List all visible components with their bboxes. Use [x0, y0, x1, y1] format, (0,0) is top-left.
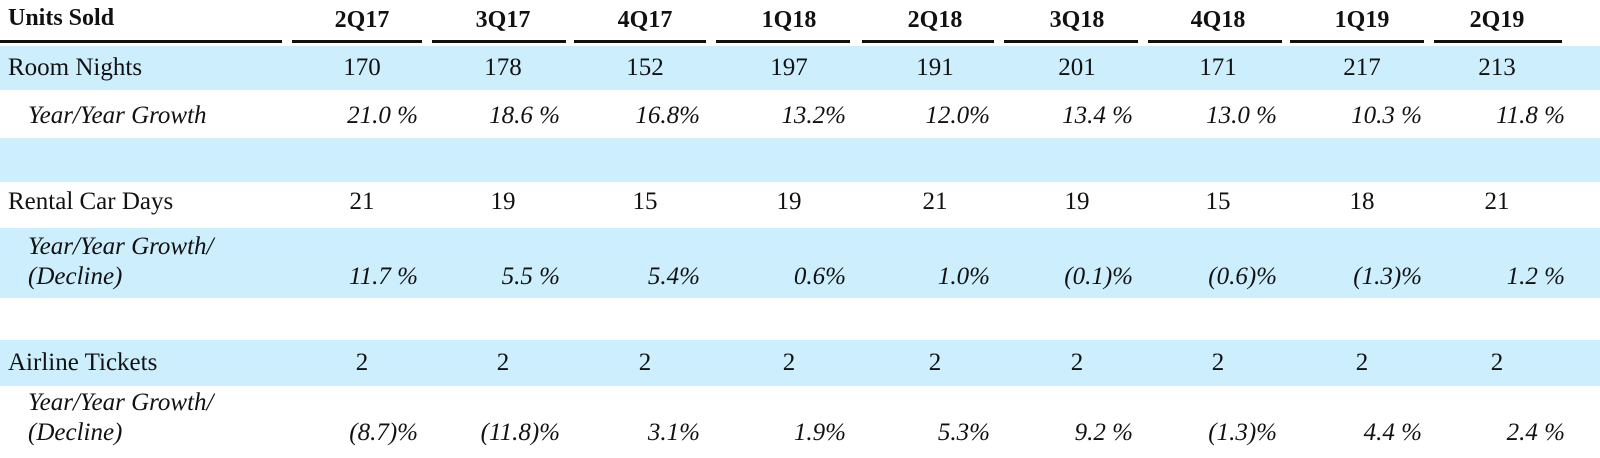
cell-airline-tickets-1q19: 2	[1355, 349, 1369, 376]
cell-room-nights-growth-1q18: 13.2%	[781, 102, 846, 129]
cell-airline-tickets-2q19: 2	[1490, 349, 1504, 376]
row-label-airline-growth-line2: (Decline)	[28, 419, 123, 446]
cell-rental-car-days-3q17: 19	[490, 188, 516, 215]
cell-room-nights-growth-3q17: 18.6 %	[489, 102, 560, 129]
row-band-spacer	[0, 138, 1600, 182]
column-header-2q19: 2Q19	[1469, 7, 1525, 33]
row-label-rental-car-days: Rental Car Days	[8, 188, 174, 215]
cell-rental-car-days-1q18: 19	[776, 188, 802, 215]
row-label-airline-growth-line1: Year/Year Growth/	[28, 389, 214, 416]
cell-rental-car-days-3q18: 19	[1064, 188, 1090, 215]
cell-airline-growth-2q19: 2.4 %	[1506, 419, 1565, 446]
cell-room-nights-2q19: 213	[1478, 54, 1516, 81]
cell-airline-tickets-2q17: 2	[355, 349, 369, 376]
cell-room-nights-growth-4q17: 16.8%	[635, 102, 700, 129]
cell-airline-tickets-4q18: 2	[1211, 349, 1225, 376]
column-header-underline	[1290, 40, 1424, 43]
cell-airline-growth-1q18: 1.9%	[793, 419, 846, 446]
cell-airline-growth-2q17: (8.7)%	[349, 419, 418, 446]
column-header-underline	[1434, 40, 1562, 43]
cell-room-nights-2q18: 191	[916, 54, 954, 81]
cell-airline-tickets-2q18: 2	[928, 349, 942, 376]
row-band-airline-tickets	[0, 340, 1600, 386]
cell-rental-car-growth-2q17: 11.7 %	[349, 263, 418, 290]
cell-airline-growth-1q19: 4.4 %	[1363, 419, 1422, 446]
column-header-underline	[292, 40, 422, 43]
row-label-rental-growth-line1: Year/Year Growth/	[28, 233, 214, 260]
cell-room-nights-1q19: 217	[1343, 54, 1381, 81]
column-header-underline	[862, 40, 994, 43]
column-header-3q17: 3Q17	[475, 7, 531, 33]
cell-room-nights-growth-2q17: 21.0 %	[347, 102, 418, 129]
row-label-room-nights-growth: Year/Year Growth	[28, 102, 207, 129]
cell-rental-car-growth-1q19: (1.3)%	[1353, 263, 1422, 290]
row-label-room-nights: Room Nights	[8, 54, 143, 81]
cell-rental-car-growth-4q17: 5.4%	[647, 263, 700, 290]
column-header-2q17: 2Q17	[334, 7, 390, 33]
column-header-4q18: 4Q18	[1190, 7, 1246, 33]
column-header-1q19: 1Q19	[1334, 7, 1390, 33]
column-header-2q18: 2Q18	[907, 7, 963, 33]
cell-airline-tickets-1q18: 2	[782, 349, 796, 376]
cell-airline-growth-3q18: 9.2 %	[1074, 419, 1133, 446]
cell-airline-tickets-3q18: 2	[1070, 349, 1084, 376]
column-header-4q17: 4Q17	[617, 7, 673, 33]
cell-airline-growth-4q17: 3.1%	[647, 419, 700, 446]
cell-rental-car-days-4q18: 15	[1205, 188, 1231, 215]
row-label-rental-growth-line2: (Decline)	[28, 263, 123, 290]
column-header-underline	[574, 40, 706, 43]
header-row: Units Sold	[0, 0, 1600, 44]
cell-rental-car-days-2q18: 21	[922, 188, 948, 215]
cell-room-nights-growth-1q19: 10.3 %	[1351, 102, 1422, 129]
cell-room-nights-2q17: 170	[343, 54, 381, 81]
cell-room-nights-3q17: 178	[484, 54, 522, 81]
cell-rental-car-growth-3q18: (0.1)%	[1064, 263, 1133, 290]
cell-rental-car-growth-1q18: 0.6%	[793, 263, 846, 290]
cell-rental-car-days-2q19: 21	[1484, 188, 1510, 215]
row-label-airline-tickets: Airline Tickets	[8, 349, 158, 376]
cell-airline-growth-2q18: 5.3%	[937, 419, 990, 446]
cell-rental-car-growth-4q18: (0.6)%	[1208, 263, 1277, 290]
cell-rental-car-growth-2q18: 1.0%	[937, 263, 990, 290]
cell-airline-tickets-4q17: 2	[638, 349, 652, 376]
cell-room-nights-3q18: 201	[1058, 54, 1096, 81]
header-underline	[0, 40, 282, 43]
cell-room-nights-growth-2q19: 11.8 %	[1496, 102, 1565, 129]
table-title: Units Sold	[8, 5, 115, 31]
column-header-underline	[1004, 40, 1138, 43]
cell-room-nights-1q18: 197	[770, 54, 808, 81]
cell-room-nights-growth-2q18: 12.0%	[925, 102, 990, 129]
column-header-3q18: 3Q18	[1049, 7, 1105, 33]
cell-room-nights-growth-4q18: 13.0 %	[1206, 102, 1277, 129]
cell-room-nights-4q18: 171	[1199, 54, 1237, 81]
cell-rental-car-days-1q19: 18	[1349, 188, 1375, 215]
cell-room-nights-growth-3q18: 13.4 %	[1062, 102, 1133, 129]
cell-airline-tickets-3q17: 2	[496, 349, 510, 376]
cell-airline-growth-3q17: (11.8)%	[480, 419, 560, 446]
column-header-underline	[716, 40, 850, 43]
cell-room-nights-4q17: 152	[626, 54, 664, 81]
row-band-room-nights	[0, 46, 1600, 90]
column-header-underline	[1148, 40, 1282, 43]
cell-rental-car-growth-3q17: 5.5 %	[501, 263, 560, 290]
cell-rental-car-growth-2q19: 1.2 %	[1506, 263, 1565, 290]
column-header-1q18: 1Q18	[761, 7, 817, 33]
row-band-rental-growth	[0, 228, 1600, 298]
column-header-underline	[432, 40, 566, 43]
cell-airline-growth-4q18: (1.3)%	[1208, 419, 1277, 446]
cell-rental-car-days-2q17: 21	[349, 188, 375, 215]
cell-rental-car-days-4q17: 15	[632, 188, 658, 215]
